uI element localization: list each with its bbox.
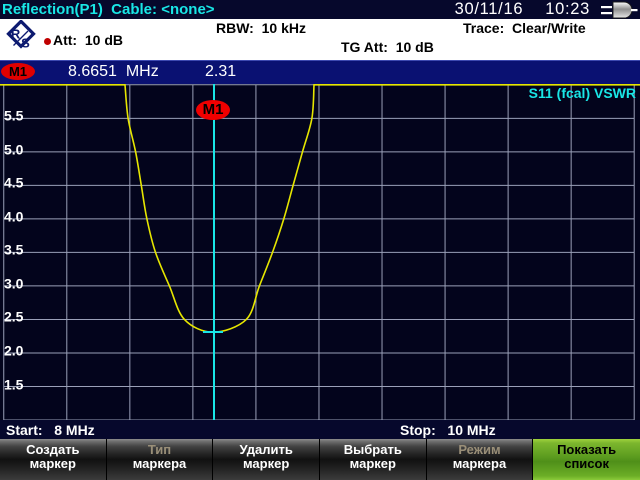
svg-text:R: R <box>11 27 21 42</box>
svg-text:S: S <box>21 36 30 51</box>
